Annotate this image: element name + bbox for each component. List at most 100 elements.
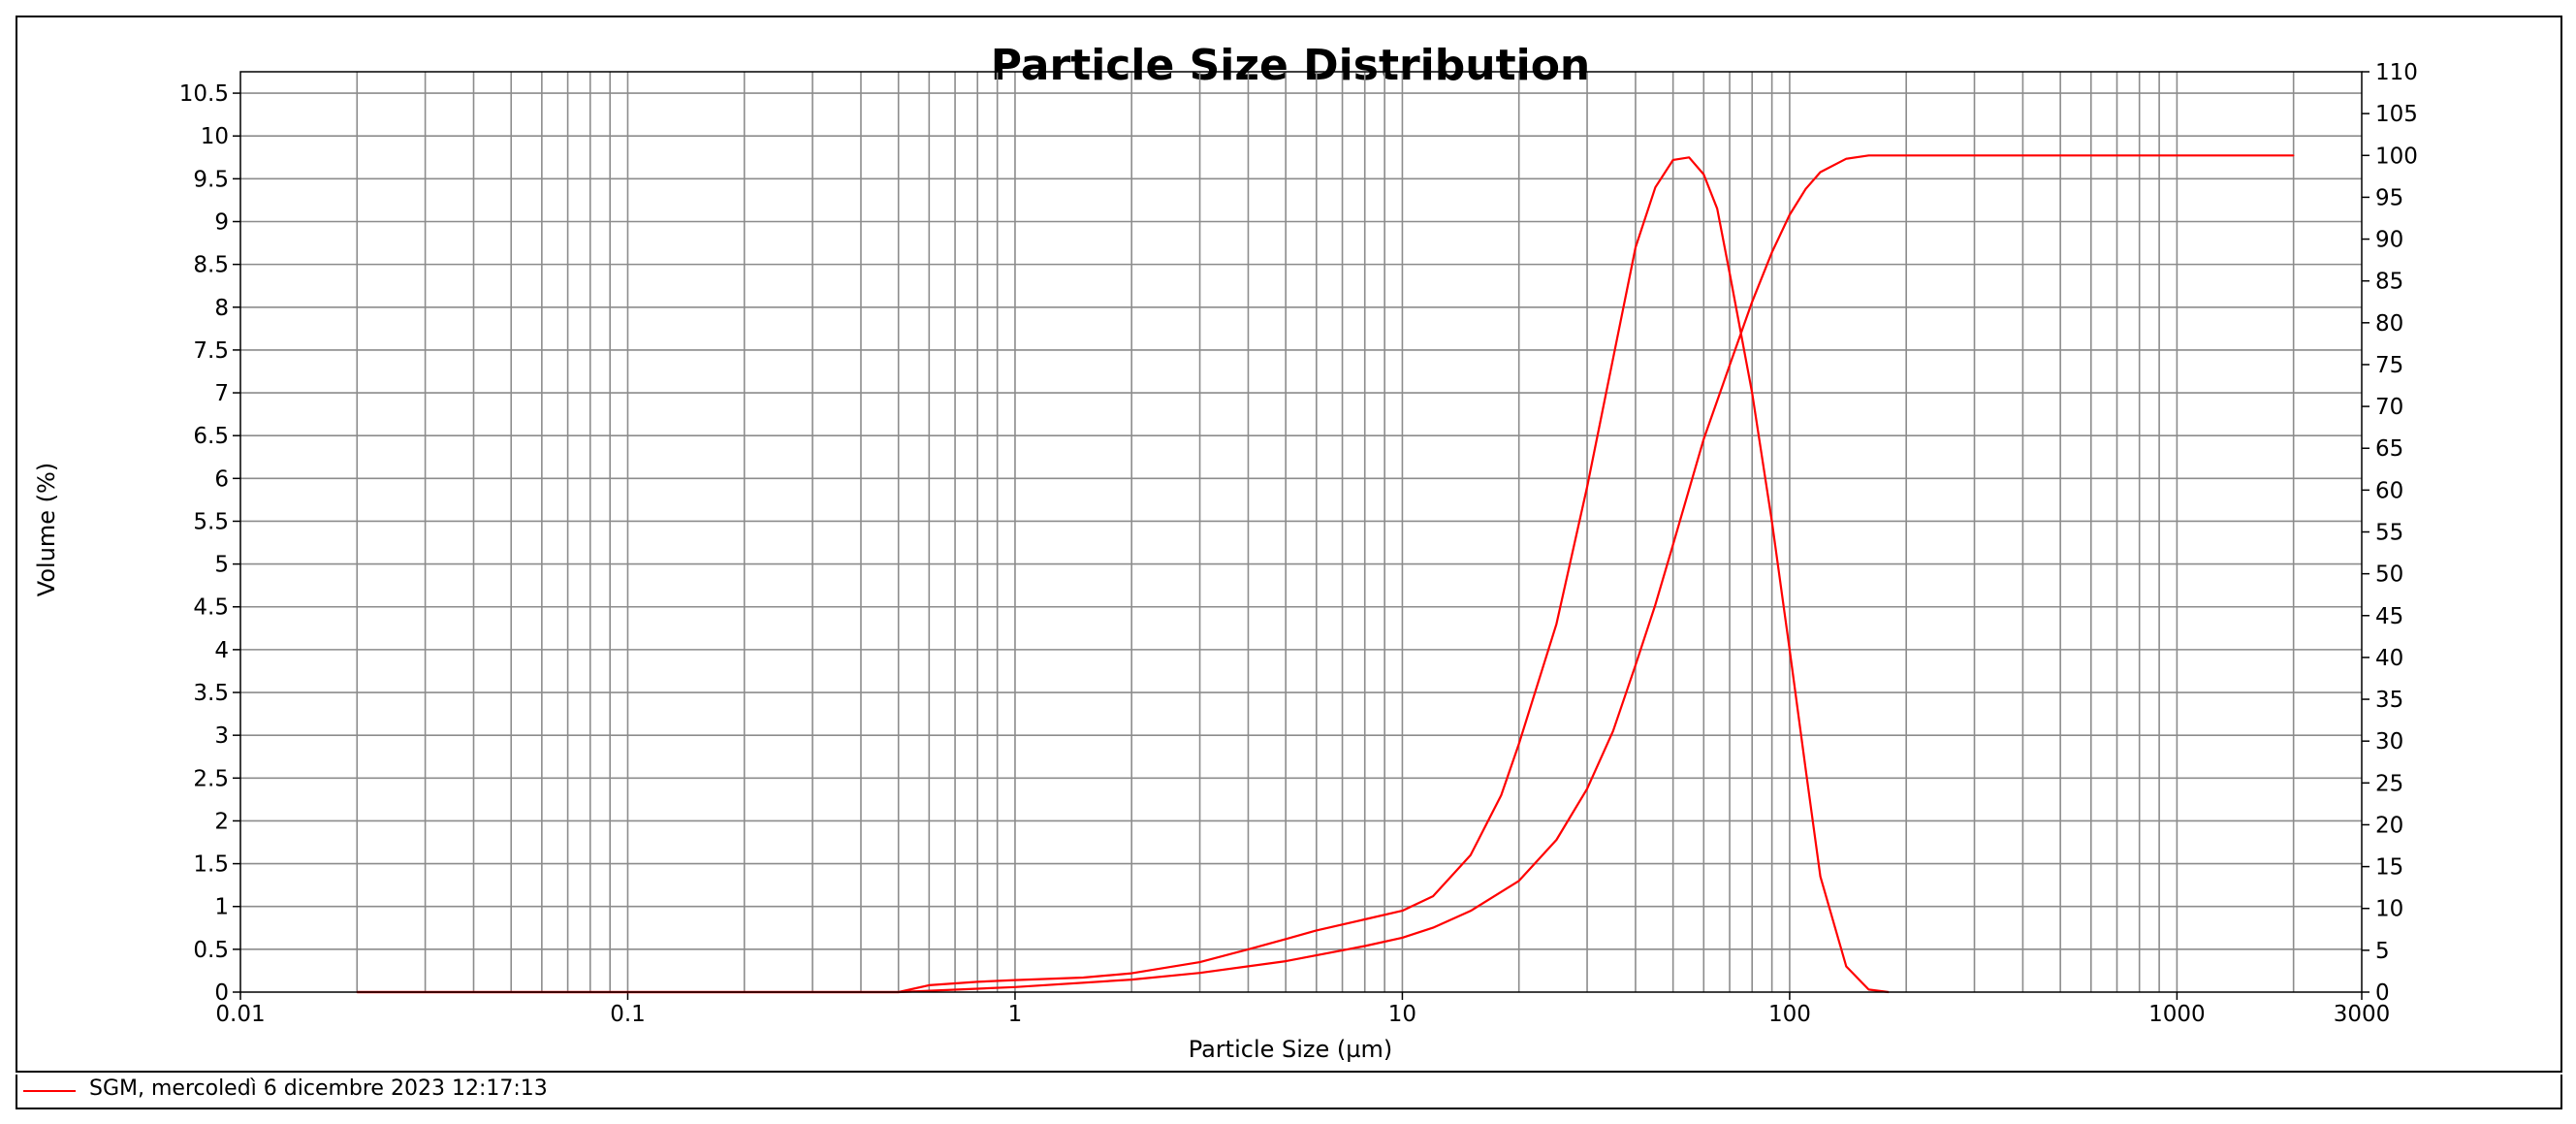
cumulative-point [1555,839,1558,841]
cumulative-point [1770,251,1773,254]
y-tick-label: 8.5 [193,253,229,278]
x-tick-label: 1 [1008,1002,1023,1027]
cumulative-point [2176,154,2178,157]
y2-tick-label: 40 [2375,646,2403,671]
x-axis-label: Particle Size (µm) [1189,1036,1393,1063]
cumulative-point [1702,437,1705,440]
density-point [1285,938,1287,941]
x-tick-label: 10 [1388,1002,1416,1027]
y2-tick-label: 90 [2375,228,2403,253]
chart-svg: Particle Size Distribution Particle Size… [33,41,2418,1063]
y2-tick-label: 45 [2375,604,2403,629]
y2-tick-label: 85 [2375,270,2403,295]
y-tick-label: 5 [214,553,229,578]
cumulative-point [1470,910,1472,913]
cumulative-point [1905,154,1907,157]
density-point [928,984,931,986]
density-point [1770,520,1773,523]
y-tick-label: 4.5 [193,595,229,621]
cumulative-point [1432,926,1434,929]
plot-area-border [239,71,2363,993]
density-point [1804,768,1807,771]
x-tick-label: 0.01 [215,1002,265,1027]
density-point [1555,623,1558,626]
density-point [1819,876,1822,878]
cumulative-point [1198,972,1201,974]
y2-tick-label: 60 [2375,478,2403,503]
y-tick-label: 2.5 [193,766,229,791]
y-tick-label: 6 [214,466,229,492]
cumulative-point [1729,365,1731,367]
legend-label: SGM, mercoledì 6 dicembre 2023 12:17:13 [89,1076,548,1101]
y2-tick-label: 100 [2375,144,2418,169]
x-tick-label: 3000 [2334,1002,2391,1027]
density-point [1363,918,1366,920]
density-point [1517,743,1520,745]
y-axis-label: Volume (%) [33,463,60,596]
y2-tick-label: 55 [2375,521,2403,546]
series-layer [356,154,2295,994]
density-point [1688,156,1690,159]
y2-tick-label: 95 [2375,185,2403,210]
cumulative-point [1819,171,1822,174]
density-point [1716,208,1718,209]
density-point [1316,929,1318,932]
grid-layer [240,72,2362,992]
y2-tick-label: 80 [2375,311,2403,337]
cumulative-point [1654,603,1657,606]
y2-tick-label: 105 [2375,102,2418,127]
y2-tick-label: 75 [2375,353,2403,378]
density-point [1130,972,1132,975]
y2-tick-label: 25 [2375,771,2403,796]
y-tick-label: 8 [214,296,229,321]
legend-swatch [23,1090,76,1092]
x-tick-label: 100 [1768,1002,1811,1027]
y2-tick-label: 50 [2375,562,2403,588]
cumulative-point [1586,787,1588,790]
density-point [1671,159,1674,161]
y-tick-label: 6.5 [193,424,229,449]
y-tick-label: 0 [214,980,229,1006]
y-tick-label: 7.5 [193,338,229,364]
y-tick-label: 4 [214,638,229,663]
y-tick-label: 1 [214,895,229,920]
y-tick-label: 10 [201,124,229,149]
density-point [1612,357,1614,360]
y2-tick-label: 35 [2375,688,2403,713]
y-tick-label: 9.5 [193,167,229,192]
series-volume-density [357,156,1890,994]
y2-tick-label: 20 [2375,813,2403,838]
y2-tick-label: 30 [2375,729,2403,755]
density-point [1789,649,1791,651]
y2-tick-label: 10 [2375,897,2403,922]
density-point [1751,392,1753,394]
chart-title: Particle Size Distribution [991,41,1591,90]
cumulative-point [1804,188,1807,190]
y-tick-label: 7 [214,381,229,406]
y2-tick-label: 110 [2375,60,2418,85]
density-point [1635,246,1637,248]
y2-tick-label: 65 [2375,436,2403,462]
cumulative-point [1635,663,1637,666]
y-tick-label: 3 [214,723,229,749]
y-tick-label: 1.5 [193,852,229,878]
density-point [1401,910,1404,912]
y2-tick-label: 70 [2375,395,2403,420]
y-tick-label: 2 [214,809,229,834]
density-point [1500,794,1503,796]
cumulative-point [1130,979,1132,980]
y-tick-label: 5.5 [193,509,229,534]
density-point [1702,174,1705,176]
density-point [1014,979,1016,981]
density-point [1867,988,1870,991]
cumulative-point [1285,960,1287,962]
y-tick-label: 3.5 [193,681,229,706]
cumulative-point [1612,730,1614,732]
y-tick-label: 9 [214,209,229,235]
density-point [1247,948,1250,950]
cumulative-point [1671,543,1674,546]
density-point [1082,977,1085,979]
density-point [1586,486,1588,489]
cumulative-point [1363,945,1366,947]
density-point [1432,895,1434,897]
